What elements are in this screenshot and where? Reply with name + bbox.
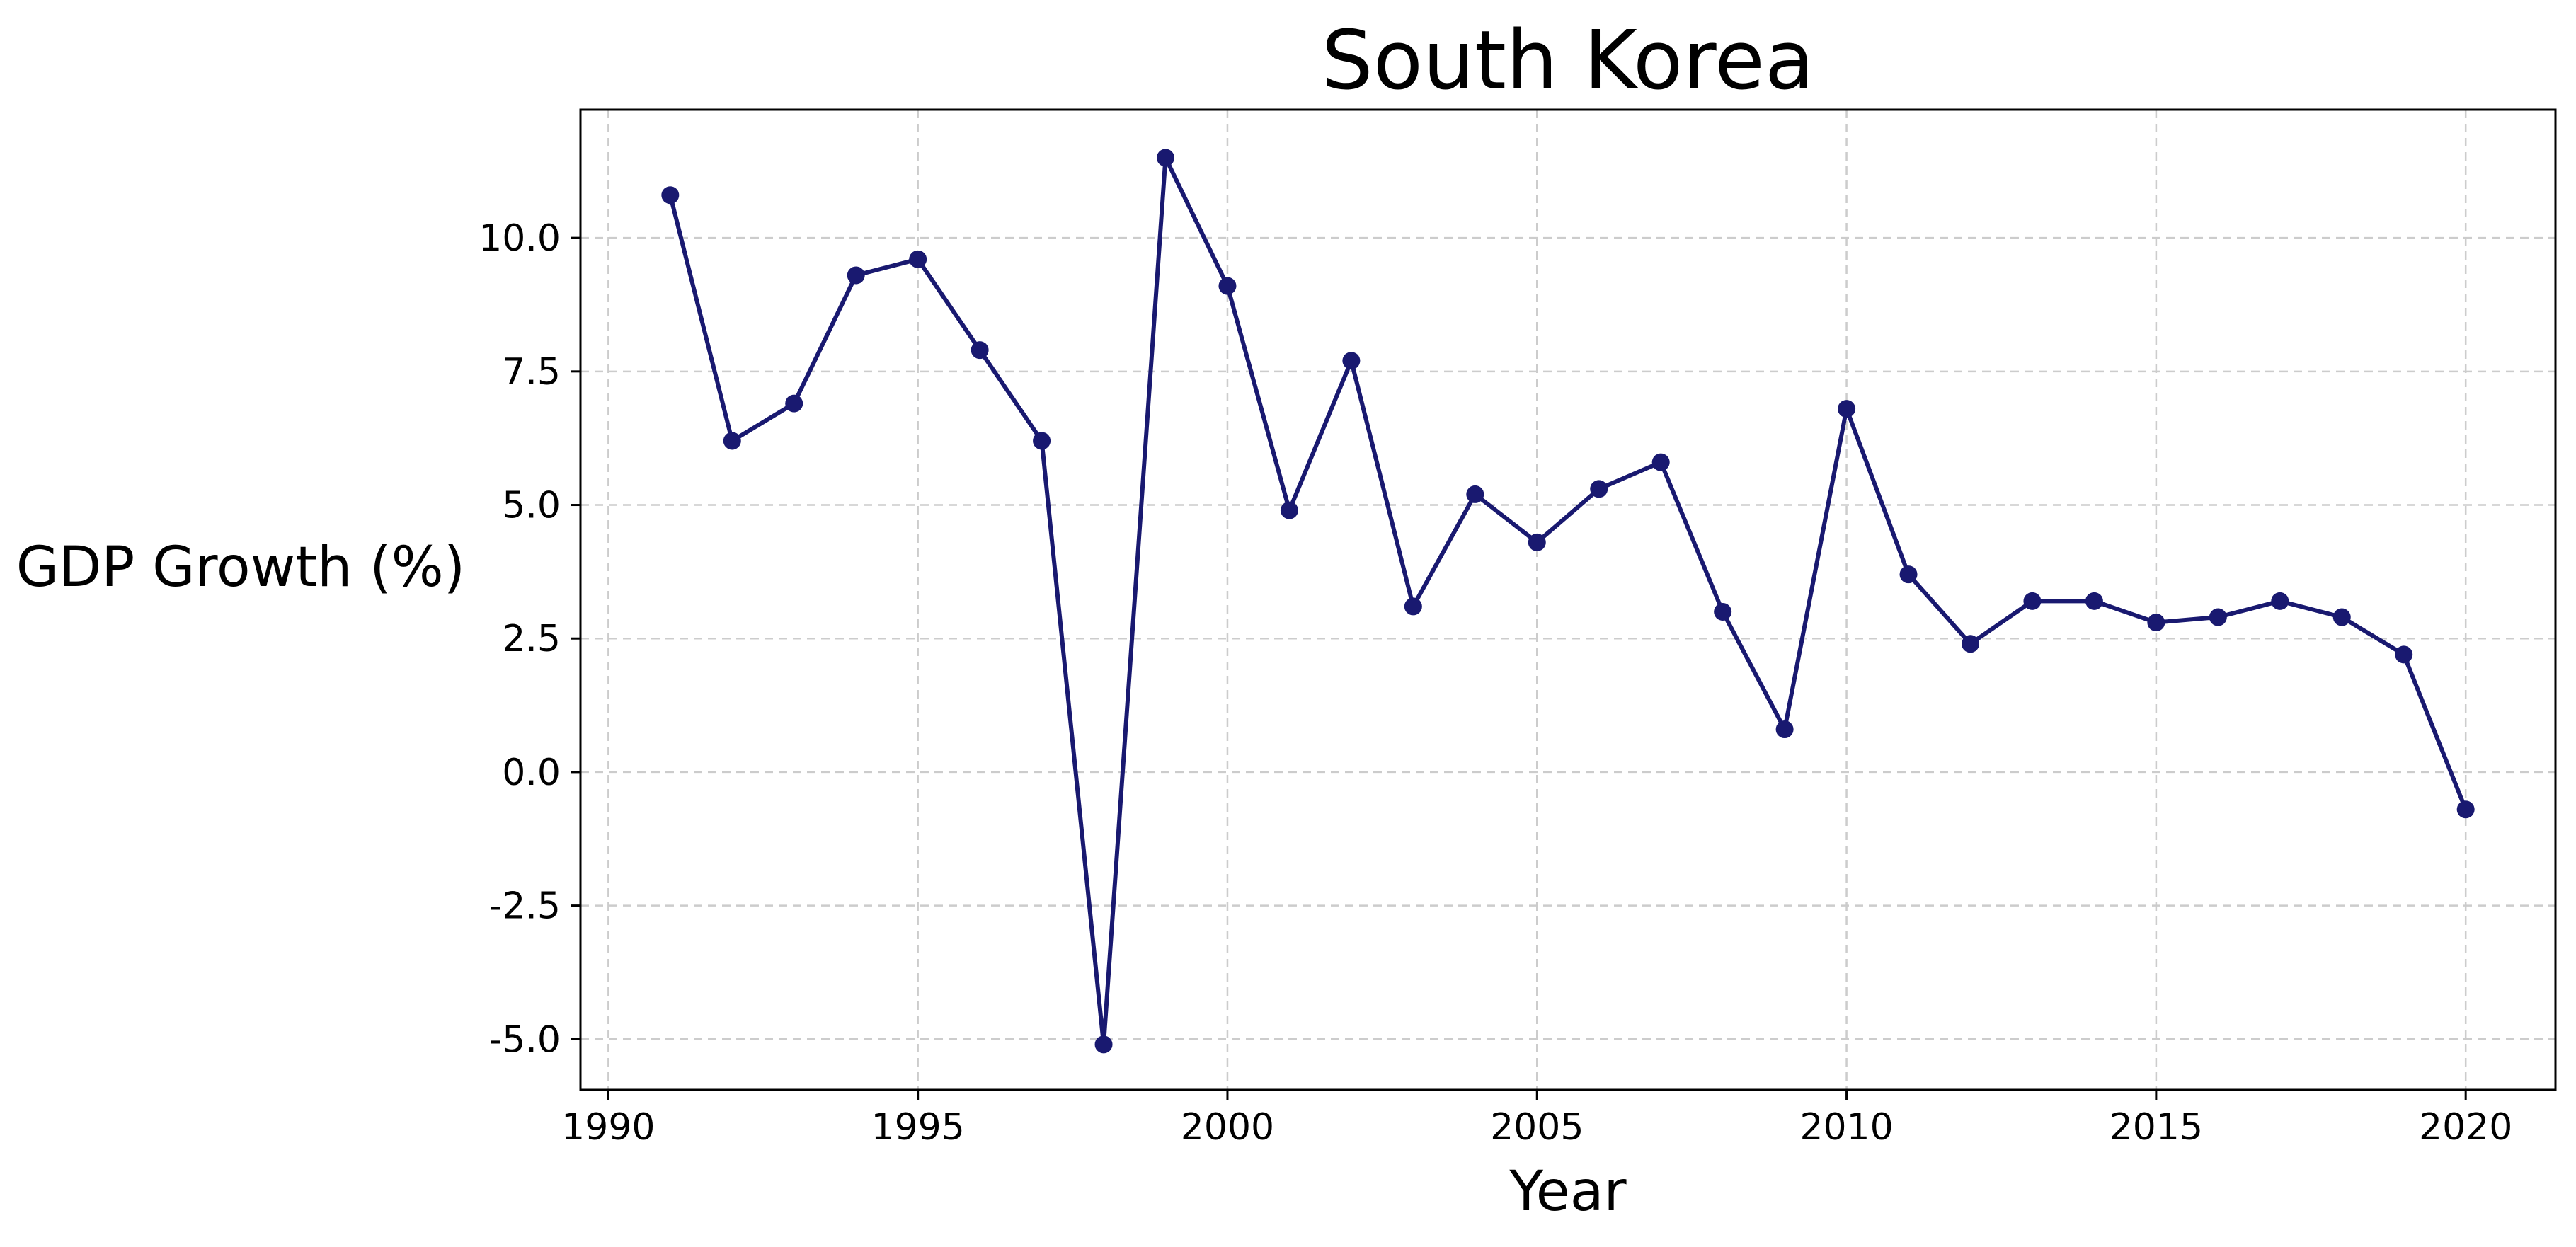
- data-point: [1590, 480, 1608, 498]
- data-point: [1775, 720, 1794, 739]
- x-tick-label: 2020: [2419, 1106, 2512, 1149]
- y-tick-label: -2.5: [489, 885, 561, 928]
- data-point: [2271, 592, 2289, 610]
- data-point: [1838, 400, 1856, 418]
- y-axis-label: GDP Growth (%): [16, 536, 465, 599]
- y-tick-label: 0.0: [502, 752, 561, 794]
- data-point: [1528, 533, 1546, 551]
- data-point: [1714, 602, 1732, 621]
- data-point: [2147, 614, 2165, 632]
- data-point: [661, 186, 680, 205]
- data-point: [2023, 592, 2042, 610]
- data-point: [1899, 565, 1918, 584]
- y-tick-label: 2.5: [502, 618, 561, 660]
- data-point: [1218, 277, 1237, 295]
- data-point: [1033, 432, 1051, 450]
- data-points: [661, 149, 2475, 1054]
- x-tick-label: 1990: [561, 1106, 655, 1149]
- y-tick-label: 10.0: [479, 217, 561, 260]
- data-point: [1094, 1035, 1113, 1054]
- data-point: [1651, 453, 1670, 471]
- x-tick-label: 2000: [1181, 1106, 1274, 1149]
- x-tick-label: 1995: [871, 1106, 964, 1149]
- gdp-growth-line: [668, 155, 2468, 1047]
- y-tick-label: 5.0: [502, 485, 561, 527]
- data-point: [2209, 608, 2227, 626]
- data-point: [1466, 485, 1484, 503]
- y-tick-label: 7.5: [502, 351, 561, 393]
- data-point: [785, 394, 803, 413]
- data-point: [2456, 800, 2475, 819]
- data-point: [1961, 635, 1979, 653]
- data-point: [1342, 352, 1361, 370]
- x-tick-label: 2015: [2110, 1106, 2203, 1149]
- data-point: [723, 432, 741, 450]
- data-point: [2085, 592, 2103, 610]
- data-point: [909, 250, 927, 268]
- x-tick-label: 2005: [1490, 1106, 1584, 1149]
- data-point: [1404, 597, 1422, 616]
- data-point: [971, 341, 989, 360]
- axis-ticks: 1990 1995 2000 2005 2010 2015 2020 -5.0 -2.5 0.0 2…: [479, 217, 2512, 1149]
- data-point: [1157, 149, 1175, 167]
- data-point: [847, 266, 865, 285]
- x-tick-label: 2010: [1799, 1106, 1893, 1149]
- data-point: [2332, 608, 2351, 626]
- plot-frame: [579, 108, 2557, 1091]
- x-axis-label: Year: [1509, 1160, 1627, 1224]
- grid-lines: [580, 110, 2555, 1090]
- chart-title: South Korea: [1322, 13, 1815, 108]
- data-point: [1280, 501, 1298, 519]
- data-point: [2395, 645, 2413, 664]
- y-tick-label: -5.0: [489, 1018, 561, 1061]
